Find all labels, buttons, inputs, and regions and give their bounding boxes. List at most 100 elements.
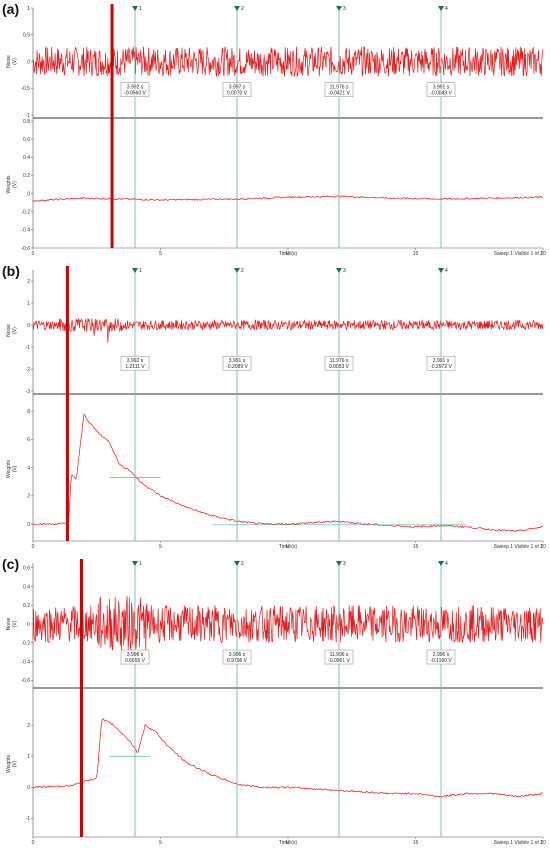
- cursor-handle: [234, 268, 240, 273]
- sweep-label: Sweep 1 Visible 1 of 1: [494, 544, 544, 550]
- chart-panel-3: (c) 0.60.40.20-0.2-0.4-0.6Noise(V)210-1We…: [2, 556, 546, 846]
- y-tick-label: 0.6: [23, 137, 30, 143]
- x-tick-label: 20: [540, 251, 546, 257]
- y-tick-label: -1: [26, 345, 31, 351]
- x-tick-label: 20: [540, 544, 546, 550]
- cursor-id: 4: [445, 268, 448, 274]
- cursor-time: 3.991 s: [433, 358, 450, 364]
- signal-trace: [32, 195, 544, 202]
- y-tick-label: 0.2: [23, 173, 30, 179]
- x-axis-title: Time (s): [279, 544, 297, 550]
- x-axis-title: Time (s): [279, 251, 297, 257]
- cursor-time: 2.996 s: [433, 652, 450, 658]
- y-tick-label: 0.5: [23, 33, 30, 39]
- cursor-readout: [426, 649, 456, 665]
- cursor-time: 11.996 s: [330, 652, 349, 658]
- x-tick-label: 0: [32, 251, 35, 257]
- cursor-id: 3: [343, 561, 346, 567]
- y-tick-label: 0.4: [23, 155, 30, 161]
- y-tick-label: -0.4: [21, 659, 30, 665]
- y-tick-label: 0: [27, 191, 30, 197]
- x-axis-title: Time (s): [279, 840, 297, 846]
- noise-trace: [32, 46, 544, 78]
- y-tick-label: 0: [27, 323, 30, 329]
- y-tick-label: -0.6: [21, 678, 30, 684]
- y-tick-label: -0.6: [21, 246, 30, 252]
- x-tick-label: 20: [540, 840, 546, 846]
- y-tick-label: 1: [27, 301, 30, 307]
- cursor-id: 1: [139, 268, 142, 274]
- cursor-time: 3.996 s: [127, 652, 144, 658]
- y-tick-label: 2: [27, 494, 30, 500]
- cursor-handle: [336, 561, 342, 566]
- cursor-value: -0.2972 V: [430, 364, 452, 370]
- cursor-value: 0.9796 V: [227, 658, 248, 664]
- cursor-value: 0.0053 V: [329, 364, 350, 370]
- cursor-handle: [438, 6, 444, 11]
- cursor-time: 3.996 s: [229, 652, 246, 658]
- y-tick-label: -1: [26, 113, 31, 119]
- y-tick-label: 0: [27, 785, 30, 791]
- sweep-label: Sweep 1 Visible 1 of 1: [494, 251, 544, 257]
- noise-trace: [32, 596, 544, 652]
- event-marker: [110, 4, 114, 248]
- cursor-readout: [120, 82, 150, 97]
- panel-label: (c): [2, 556, 19, 572]
- cursor-id: 4: [445, 6, 448, 12]
- y-tick-label: 0: [27, 622, 30, 628]
- cursor-handle: [438, 561, 444, 566]
- cursor-readout: [120, 355, 150, 371]
- y-tick-label: 0.4: [23, 584, 30, 590]
- chart-panel-1: (a) 1 0.5 0 -0.5 -1 Noise(V) 0.8 0.6 0.4 0.2 0 -0.2 -…: [2, 1, 546, 257]
- cursor-value: -0.0560 V: [124, 91, 146, 97]
- cursor-id: 3: [343, 6, 346, 12]
- y-tick-label: -0.2: [21, 210, 30, 216]
- cursor-value: 0.6655 V: [125, 658, 146, 664]
- x-tick-label: 0: [32, 840, 35, 846]
- y-tick-label: 8: [27, 409, 30, 415]
- cursor-id: 2: [241, 6, 244, 12]
- x-tick-label: 5: [159, 544, 162, 550]
- cursor-time: 3.997 s: [229, 85, 246, 91]
- y-tick-label: 2: [27, 723, 30, 729]
- cursor-id: 3: [343, 268, 346, 274]
- cursor-value: -0.1160 V: [430, 658, 452, 664]
- cursor-handle: [336, 6, 342, 11]
- y-tick-label: 0.8: [23, 119, 30, 125]
- y-tick-label: 1: [27, 754, 30, 760]
- y-axis-title-bottom: Weights(V): [6, 460, 18, 478]
- cursor-time: 3.992 s: [127, 85, 144, 91]
- y-tick-label: -0.2: [21, 641, 30, 647]
- x-tick-label: 10: [285, 544, 291, 550]
- signal-trace: [32, 413, 544, 532]
- y-tick-label: 0.6: [23, 565, 30, 571]
- y-tick-label: 4: [27, 465, 30, 471]
- x-tick-label: 5: [159, 840, 162, 846]
- cursor-readout: [426, 82, 456, 97]
- cursor-handle: [234, 6, 240, 11]
- x-tick-label: 15: [413, 840, 419, 846]
- cursor-time: 11.976 s: [330, 85, 349, 91]
- x-tick-label: 0: [32, 544, 35, 550]
- x-tick-label: 15: [413, 544, 419, 550]
- cursor-readout: [222, 82, 252, 97]
- cursor-readout: [222, 649, 252, 665]
- cursor-handle: [132, 268, 138, 273]
- y-axis-title-top: Noise(V): [6, 324, 18, 337]
- cursor-handle: [132, 561, 138, 566]
- cursor-id: 4: [445, 561, 448, 567]
- y-axis-title-bottom: Weights(V): [6, 175, 18, 193]
- y-tick-label: -0.4: [21, 228, 30, 234]
- cursor-value: -0.2089 V: [226, 364, 248, 370]
- x-tick-label: 15: [413, 251, 419, 257]
- cursor-time: 11.976 s: [330, 358, 349, 364]
- x-tick-label: 5: [159, 251, 162, 257]
- signal-trace: [33, 718, 544, 798]
- cursor-handle: [438, 268, 444, 273]
- y-tick-label: 1: [27, 6, 30, 12]
- y-axis-title-top: Noise(V): [6, 617, 18, 630]
- cursor-value: -0.0049 V: [430, 91, 452, 97]
